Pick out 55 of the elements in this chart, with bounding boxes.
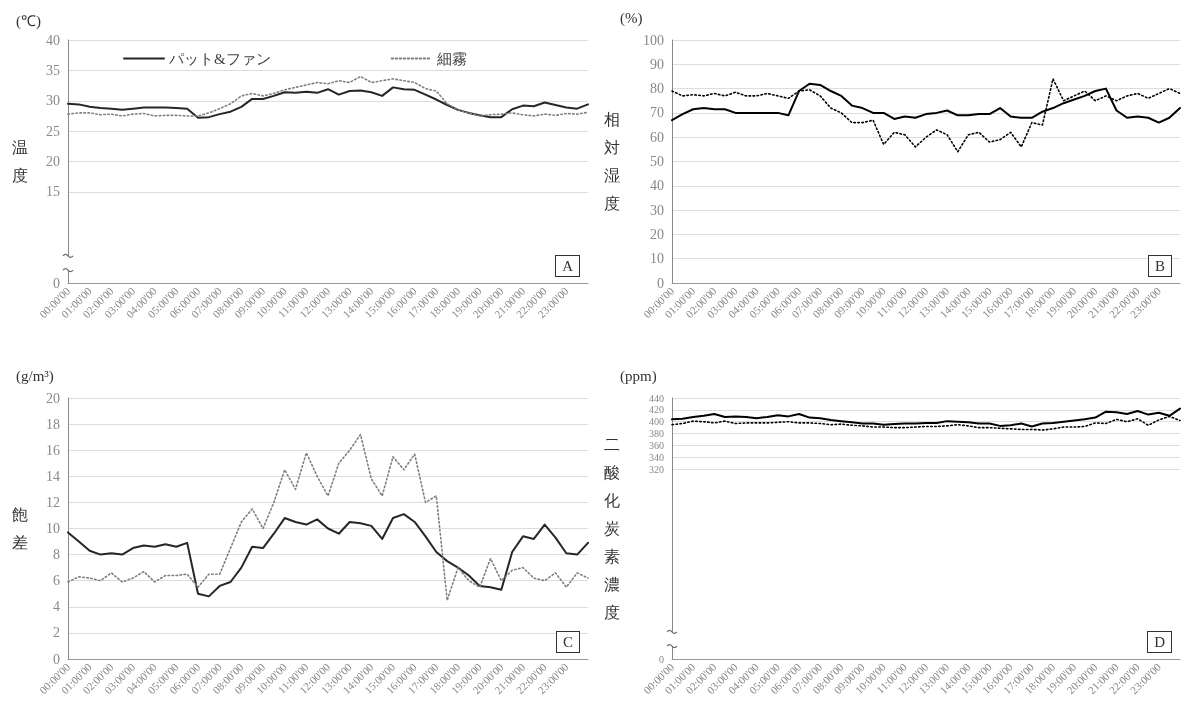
y-tick-label: 0 (657, 275, 664, 291)
y-tick-label: 35 (46, 62, 60, 78)
y-tick-label: 360 (649, 439, 664, 451)
annotation: A (555, 255, 580, 277)
y-tick-label: 30 (650, 202, 664, 218)
annotation: C (555, 631, 580, 653)
line-series (67, 86, 589, 119)
line-series (671, 78, 1181, 153)
y-tick-label: 10 (650, 251, 664, 267)
y-tick-label: 90 (650, 56, 664, 72)
y-tick-label: 0 (53, 275, 60, 291)
text: (℃) (16, 12, 41, 30)
y-tick-label: 18 (46, 416, 60, 432)
y-tick-label: 10 (46, 521, 60, 536)
y-axis-title: 二酸化炭素濃度 (604, 436, 620, 621)
y-tick-label: 400 (649, 416, 664, 428)
y-tick-label: 25 (46, 123, 60, 139)
y-tick-label: 40 (46, 32, 60, 48)
y-tick-label: 380 (649, 428, 664, 440)
y-tick-label: 15 (46, 184, 60, 200)
y-tick-label: 8 (53, 547, 60, 563)
y-axis-title: 飽差 (12, 506, 28, 551)
y-tick-label: 20 (46, 154, 60, 169)
y-tick-label: 80 (650, 81, 664, 97)
annotation: B (1147, 255, 1172, 277)
y-tick-label: 30 (46, 93, 60, 109)
text: (ppm) (620, 368, 657, 385)
y-tick-label: 440 (649, 392, 664, 404)
y-axis-title: 相対湿度 (604, 111, 620, 212)
y-tick-label: 6 (53, 573, 60, 589)
y-tick-label: 4 (53, 599, 60, 615)
y-tick-label: 100 (643, 32, 664, 48)
y-tick-label: 50 (650, 154, 664, 169)
y-tick-label: 20 (650, 226, 664, 242)
text: (g/m³) (16, 368, 54, 385)
legend-label: パット&ファン (168, 50, 271, 67)
line-series (671, 407, 1181, 428)
annotation: D (1147, 631, 1172, 653)
y-tick-label: 70 (650, 105, 664, 121)
y-tick-label: 12 (46, 494, 60, 510)
line-series (67, 513, 589, 598)
y-tick-label: 320 (649, 463, 664, 475)
y-tick-label: 0 (659, 653, 664, 665)
y-tick-label: 2 (53, 625, 60, 641)
y-tick-label: 20 (46, 390, 60, 406)
y-axis-title: 温度 (12, 139, 28, 184)
y-tick-label: 16 (46, 442, 60, 458)
y-tick-label: 14 (46, 468, 60, 484)
y-tick-label: 340 (649, 451, 664, 463)
y-tick-label: 0 (53, 651, 60, 667)
y-tick-label: 420 (649, 404, 664, 416)
text: (%) (620, 10, 643, 27)
y-tick-label: 60 (650, 129, 664, 145)
legend-label: 細霧 (435, 50, 467, 67)
y-tick-label: 40 (650, 178, 664, 194)
